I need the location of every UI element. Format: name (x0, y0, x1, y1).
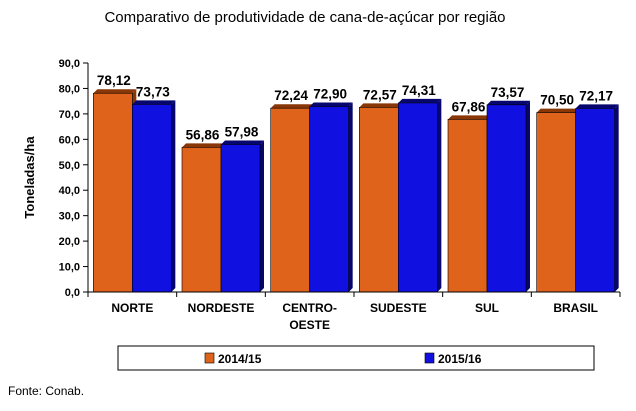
y-tick-label: 50,0 (59, 160, 80, 172)
data-label: 70,50 (540, 93, 574, 108)
bar-top (221, 140, 264, 145)
x-ticks: NORTE NORDESTE CENTRO- OESTE SUDESTE SUL BRASI… (111, 301, 598, 332)
bar (93, 92, 133, 293)
bar-top (309, 102, 353, 107)
bar-side (437, 98, 442, 292)
y-ticks: 0,0 10,0 20,0 30,0 40,0 50,0 60,0 70,0 80,0 90,0 (59, 58, 88, 299)
bar (270, 107, 310, 293)
legend-label: 2015/16 (438, 352, 482, 366)
bar-top (487, 100, 530, 105)
bar (359, 107, 399, 293)
data-label: 57,98 (225, 124, 259, 139)
data-label: 72,17 (579, 88, 613, 103)
x-tick-label: NORDESTE (188, 301, 255, 315)
data-label: 73,57 (491, 85, 525, 100)
legend: 2014/15 2015/16 (117, 345, 595, 371)
data-label: 74,31 (402, 83, 436, 98)
y-tick-label: 90,0 (59, 58, 80, 70)
x-tick-label: SUDESTE (370, 301, 427, 315)
bar (398, 102, 438, 293)
data-label: 72,57 (363, 87, 397, 102)
bar-side (614, 104, 619, 292)
bar-side (526, 100, 530, 292)
bar-top (182, 143, 225, 148)
data-labels: 78,12 56,86 72,24 72,57 67,86 70,50 73,73 57,98… (97, 73, 613, 142)
y-axis-label: Toneladas/ha (22, 136, 37, 219)
bar-top (270, 104, 314, 109)
x-tick-label: NORTE (111, 301, 153, 315)
legend-box (117, 345, 595, 371)
chart: Comparativo de produtividade de cana-de-… (22, 9, 621, 371)
data-label: 67,86 (452, 99, 486, 114)
y-tick-label: 40,0 (59, 185, 80, 197)
chart-title: Comparativo de produtividade de cana-de-… (104, 9, 505, 26)
y-tick-label: 60,0 (59, 134, 80, 146)
y-tick-label: 70,0 (59, 109, 80, 121)
y-tick-label: 0,0 (65, 287, 80, 299)
x-tick-label: SUL (475, 301, 499, 315)
bar (536, 112, 576, 293)
bar (486, 104, 527, 293)
bar (220, 144, 261, 293)
y-tick-label: 30,0 (59, 211, 80, 223)
bars (93, 89, 619, 293)
bar-top (132, 100, 176, 105)
bar-top (359, 103, 403, 108)
y-tick-label: 80,0 (59, 83, 80, 95)
bar-top (536, 108, 580, 113)
bar-top (93, 89, 137, 94)
x-tick-label: BRASIL (553, 301, 598, 315)
data-label: 56,86 (186, 127, 220, 142)
bar-top (398, 98, 442, 103)
bar-top (575, 104, 619, 109)
data-label: 72,24 (274, 88, 308, 103)
bar (309, 106, 349, 293)
bar (181, 147, 222, 293)
x-tick-label: OESTE (289, 318, 330, 332)
bar-side (260, 140, 264, 292)
x-tick-label: CENTRO- (282, 301, 337, 315)
legend-label: 2014/15 (218, 352, 262, 366)
data-label: 78,12 (97, 73, 131, 88)
bar-side (348, 102, 353, 292)
axes (87, 63, 621, 297)
bar-top (448, 115, 491, 120)
bar-side (171, 100, 176, 293)
bar (132, 104, 172, 293)
bar (447, 119, 488, 293)
y-tick-label: 10,0 (59, 262, 80, 274)
y-tick-label: 20,0 (59, 236, 80, 248)
data-label: 72,90 (313, 87, 347, 102)
source-note: Fonte: Conab. (8, 384, 85, 398)
legend-swatch (204, 352, 215, 364)
bar (575, 108, 615, 293)
legend-swatch (424, 352, 435, 364)
data-label: 73,73 (136, 84, 170, 99)
